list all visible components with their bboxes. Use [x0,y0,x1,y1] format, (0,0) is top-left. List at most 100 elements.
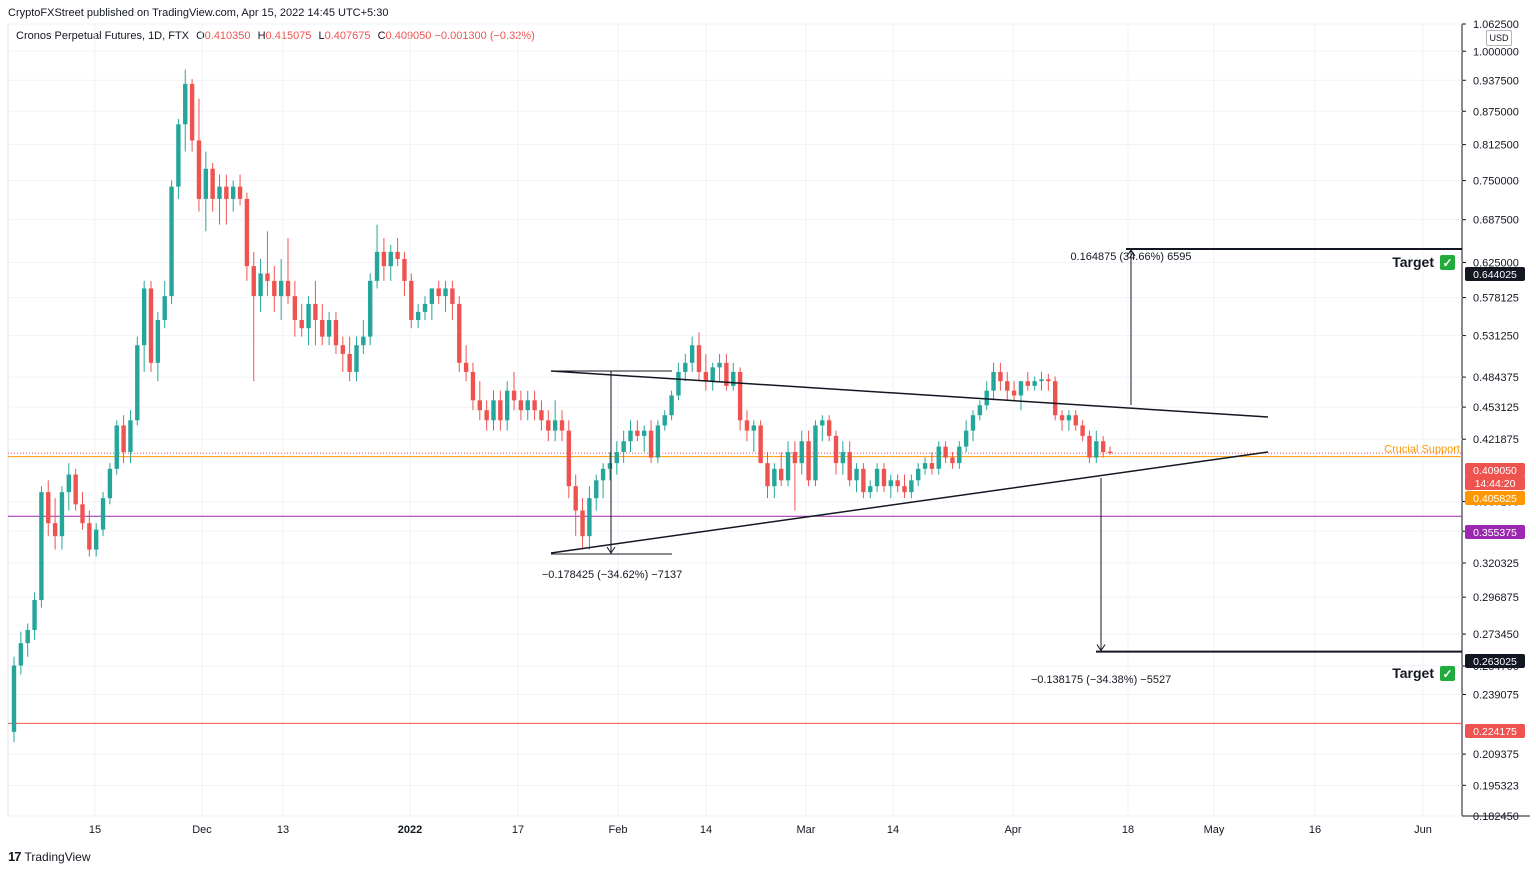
candle-body [847,452,852,481]
candle-body [395,251,400,259]
candle-body [285,280,291,297]
target-label: Target [1392,254,1434,270]
candle-body [580,510,585,537]
candle-body [1080,425,1085,436]
candle-body [991,371,996,391]
candle-body [39,492,44,601]
candle-body [916,468,921,481]
candle-body [224,186,229,199]
x-tick-label: 13 [277,824,289,836]
y-tick-label: 0.195323 [1473,780,1519,792]
candle-body [902,486,907,493]
candle-body [491,400,496,421]
candle-body [957,446,962,464]
plot-frame [7,23,1463,817]
candle-body [258,273,263,297]
candle-body [1046,379,1051,382]
y-tick-label: 0.578125 [1473,293,1519,305]
candle-body [826,420,832,436]
price-badge [1465,724,1525,738]
candle-body [552,420,558,431]
candle-body [1039,379,1044,382]
candle-body [333,319,339,346]
candle-body [11,665,17,732]
candle-body [429,288,435,304]
candle-body [278,280,284,297]
candle-body [100,498,106,530]
candle-body [1066,415,1072,421]
y-tick-label: 0.453125 [1473,402,1519,414]
candle-body [1100,441,1106,453]
candle-body [381,251,387,267]
candle-body [566,430,572,487]
candle-body [518,400,524,411]
currency-badge[interactable]: USD [1486,30,1512,46]
candle-body [669,395,674,416]
y-tick-label: 0.484375 [1473,372,1519,384]
y-tick-label: 0.937500 [1473,75,1519,87]
candle-body [710,367,715,382]
candle-body [135,345,140,421]
arrow-down-icon [606,546,616,554]
price-badge-label: 0.405825 [1473,493,1517,505]
check-box-icon [1440,666,1455,681]
y-tick-label: 0.320325 [1473,558,1519,570]
candle-body [313,303,318,320]
candle-body [477,400,482,411]
check-mark-icon: ✓ [1442,256,1452,270]
candle-body [648,430,654,458]
close-label: C [377,30,386,42]
candle-body [799,441,804,464]
y-tick-label: 0.182450 [1473,811,1519,823]
high-value: 0.415075 [265,30,312,42]
candle-body [573,486,578,511]
y-tick-label: 0.875000 [1473,106,1519,118]
candle-body [52,523,58,537]
candle-body [162,296,167,320]
candle-body [950,457,955,464]
candle-body [66,474,71,493]
candle-body [1073,415,1078,426]
candle-body [463,362,469,372]
low-label: L [318,30,325,42]
candle-body [272,280,277,297]
candle-body [1094,441,1099,458]
candle-body [374,251,380,281]
candle-body [189,83,195,141]
candle-body [484,410,489,421]
candle-body [498,400,503,421]
price-badge [1465,654,1525,668]
price-badge [1465,463,1525,477]
x-tick-label: Apr [1004,824,1021,836]
candle-body [922,463,928,469]
trendline-lower [550,451,1269,554]
candle-body [696,345,702,372]
tradingview-brand: TradingView [24,849,91,864]
candle-body [662,415,667,426]
candle-body [1032,381,1037,386]
candle-body [936,446,941,469]
candle-body [792,452,798,464]
candle-body [326,319,332,337]
y-tick-label: 1.062500 [1473,19,1519,31]
candle-body [470,371,476,401]
candle-body [1018,381,1024,396]
candle-body [744,420,750,431]
x-tick-label: Jun [1414,824,1432,836]
price-badge [1465,267,1525,281]
candle-body [340,345,345,354]
candle-body [402,258,407,281]
candle-body [874,468,880,487]
close-value: 0.409050 [385,30,432,42]
check-box-icon [1440,255,1455,270]
candle-body [457,303,462,363]
y-tick-label: 0.625000 [1473,258,1519,270]
candle-body [779,468,784,481]
target-label: Target [1392,665,1434,681]
candle-body [169,186,174,297]
candle-body [1053,381,1058,416]
candle-body [929,463,935,469]
candle-body [347,353,352,372]
candle-body [32,600,37,630]
